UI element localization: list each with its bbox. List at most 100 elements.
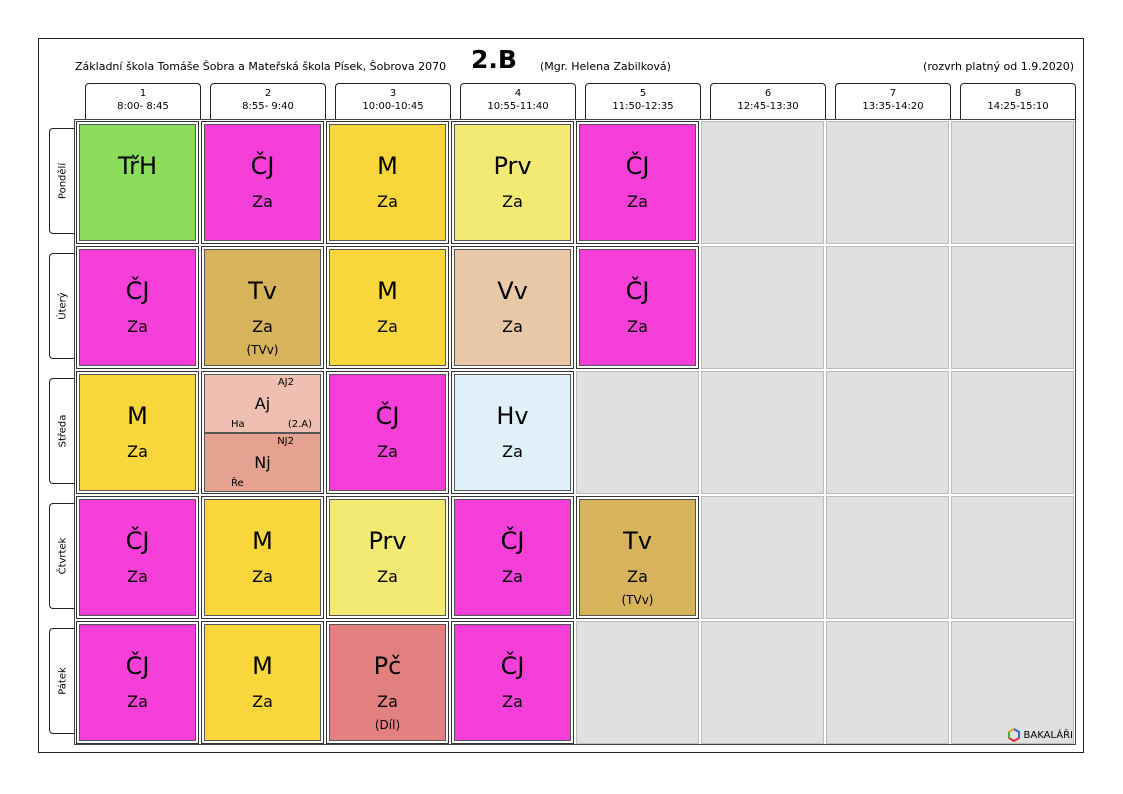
bakalari-brand: BAKALÁŘI bbox=[1007, 728, 1073, 742]
teacher-label: Za bbox=[127, 567, 148, 586]
lesson-card: M Za bbox=[329, 124, 446, 241]
subject-label: Prv bbox=[493, 152, 532, 180]
subject-label: ČJ bbox=[625, 277, 650, 305]
teacher-label: Za bbox=[127, 317, 148, 336]
empty-slot bbox=[826, 246, 949, 369]
lesson-card: ČJ Za bbox=[454, 499, 571, 616]
validity-note: (rozvrh platný od 1.9.2020) bbox=[923, 60, 1074, 73]
subject-label: ČJ bbox=[500, 527, 525, 555]
lesson-card: ČJ Za bbox=[79, 249, 196, 366]
teacher-label: Za bbox=[377, 317, 398, 336]
lesson-cell[interactable]: M Za bbox=[326, 246, 449, 369]
timetable-grid: TřH ČJ Za M Za Prv Za ČJ Za ČJ Za Tv Za (TVv) M Za Vv Za Č… bbox=[74, 119, 1076, 745]
period-number: 4 bbox=[514, 88, 522, 99]
period-number: 2 bbox=[264, 88, 272, 99]
lesson-cell[interactable]: Prv Za bbox=[326, 496, 449, 619]
lesson-cell[interactable]: TřH bbox=[76, 121, 199, 244]
subject-label: ČJ bbox=[125, 527, 150, 555]
lesson-card: M Za bbox=[204, 499, 321, 616]
lesson-cell[interactable]: ČJ Za bbox=[76, 496, 199, 619]
lesson-card: Tv Za (TVv) bbox=[579, 499, 696, 616]
period-header-4: 4 10:55-11:40 bbox=[460, 83, 576, 119]
lesson-cell[interactable]: ČJ Za bbox=[576, 246, 699, 369]
period-time: 13:35-14:20 bbox=[862, 101, 924, 112]
brand-label: BAKALÁŘI bbox=[1023, 729, 1073, 741]
class-teacher: (Mgr. Helena Zabilková) bbox=[540, 60, 671, 73]
room-label: (TVv) bbox=[246, 343, 279, 357]
lesson-cell[interactable]: Tv Za (TVv) bbox=[201, 246, 324, 369]
lesson-card: ČJ Za bbox=[79, 499, 196, 616]
empty-slot bbox=[701, 371, 824, 494]
subject-label: Prv bbox=[368, 527, 407, 555]
lesson-cell[interactable]: Tv Za (TVv) bbox=[576, 496, 699, 619]
lesson-cell[interactable]: Pč Za (Díl) bbox=[326, 621, 449, 744]
period-time: 8:00- 8:45 bbox=[117, 101, 169, 112]
teacher-label: Za bbox=[377, 192, 398, 211]
bakalari-logo-icon bbox=[1007, 728, 1020, 742]
period-number: 7 bbox=[889, 88, 897, 99]
lesson-cell[interactable]: ČJ Za bbox=[201, 121, 324, 244]
lesson-half-top: Aj AJ2 Ha (2.A) bbox=[204, 374, 321, 433]
teacher-label: Za bbox=[127, 442, 148, 461]
lesson-cell[interactable]: M Za bbox=[201, 496, 324, 619]
day-label-1: Pondělí bbox=[49, 128, 75, 234]
day-label-5: Pátek bbox=[49, 628, 75, 734]
day-label-2: Úterý bbox=[49, 253, 75, 359]
lesson-card: M Za bbox=[204, 624, 321, 741]
lesson-card: ČJ Za bbox=[79, 624, 196, 741]
subject-label: Nj bbox=[254, 453, 271, 472]
period-header-7: 7 13:35-14:20 bbox=[835, 83, 951, 119]
lesson-card: Prv Za bbox=[329, 499, 446, 616]
lesson-card: Tv Za (TVv) bbox=[204, 249, 321, 366]
teacher-label: Za bbox=[252, 317, 273, 336]
day-label-3: Středa bbox=[49, 378, 75, 484]
lesson-cell[interactable]: Aj AJ2 Ha (2.A) Nj NJ2 Ře bbox=[201, 371, 324, 494]
period-header-5: 5 11:50-12:35 bbox=[585, 83, 701, 119]
day-name: Čtvrtek bbox=[57, 537, 68, 575]
period-time: 8:55- 9:40 bbox=[242, 101, 294, 112]
group-label: AJ2 bbox=[277, 377, 294, 388]
lesson-cell[interactable]: Prv Za bbox=[451, 121, 574, 244]
lesson-cell[interactable]: ČJ Za bbox=[451, 621, 574, 744]
subject-label: M bbox=[377, 152, 398, 180]
teacher-label: Za bbox=[127, 692, 148, 711]
lesson-card: Aj AJ2 Ha (2.A) Nj NJ2 Ře bbox=[204, 374, 321, 492]
lesson-cell[interactable]: Hv Za bbox=[451, 371, 574, 494]
teacher-label: Za bbox=[502, 567, 523, 586]
subject-label: M bbox=[377, 277, 398, 305]
subject-label: ČJ bbox=[125, 277, 150, 305]
room-label: (Díl) bbox=[374, 718, 401, 732]
period-header-6: 6 12:45-13:30 bbox=[710, 83, 826, 119]
lesson-cell[interactable]: ČJ Za bbox=[326, 371, 449, 494]
lesson-cell[interactable]: M Za bbox=[201, 621, 324, 744]
subject-label: M bbox=[252, 527, 273, 555]
period-number: 5 bbox=[639, 88, 647, 99]
period-header-3: 3 10:00-10:45 bbox=[335, 83, 451, 119]
subject-label: Aj bbox=[254, 394, 271, 413]
teacher-label: Za bbox=[252, 192, 273, 211]
lesson-cell[interactable]: ČJ Za bbox=[76, 246, 199, 369]
subject-label: M bbox=[127, 402, 148, 430]
subject-label: M bbox=[252, 652, 273, 680]
lesson-card: Hv Za bbox=[454, 374, 571, 491]
lesson-cell[interactable]: ČJ Za bbox=[76, 621, 199, 744]
teacher-label: Za bbox=[627, 567, 648, 586]
lesson-card: ČJ Za bbox=[454, 624, 571, 741]
period-time: 10:55-11:40 bbox=[487, 101, 549, 112]
lesson-cell[interactable]: Vv Za bbox=[451, 246, 574, 369]
period-time: 11:50-12:35 bbox=[612, 101, 674, 112]
teacher-label: Za bbox=[377, 567, 398, 586]
day-name: Pondělí bbox=[57, 162, 68, 200]
lesson-cell[interactable]: M Za bbox=[76, 371, 199, 494]
lesson-card: ČJ Za bbox=[204, 124, 321, 241]
school-name: Základní škola Tomáše Šobra a Mateřská š… bbox=[75, 60, 447, 73]
period-time: 14:25-15:10 bbox=[987, 101, 1049, 112]
day-name: Pátek bbox=[57, 667, 68, 695]
lesson-cell[interactable]: M Za bbox=[326, 121, 449, 244]
lesson-cell[interactable]: ČJ Za bbox=[576, 121, 699, 244]
period-number: 1 bbox=[139, 88, 147, 99]
lesson-cell[interactable]: ČJ Za bbox=[451, 496, 574, 619]
subject-label: ČJ bbox=[375, 402, 400, 430]
day-label-4: Čtvrtek bbox=[49, 503, 75, 609]
teacher-label: Za bbox=[252, 692, 273, 711]
